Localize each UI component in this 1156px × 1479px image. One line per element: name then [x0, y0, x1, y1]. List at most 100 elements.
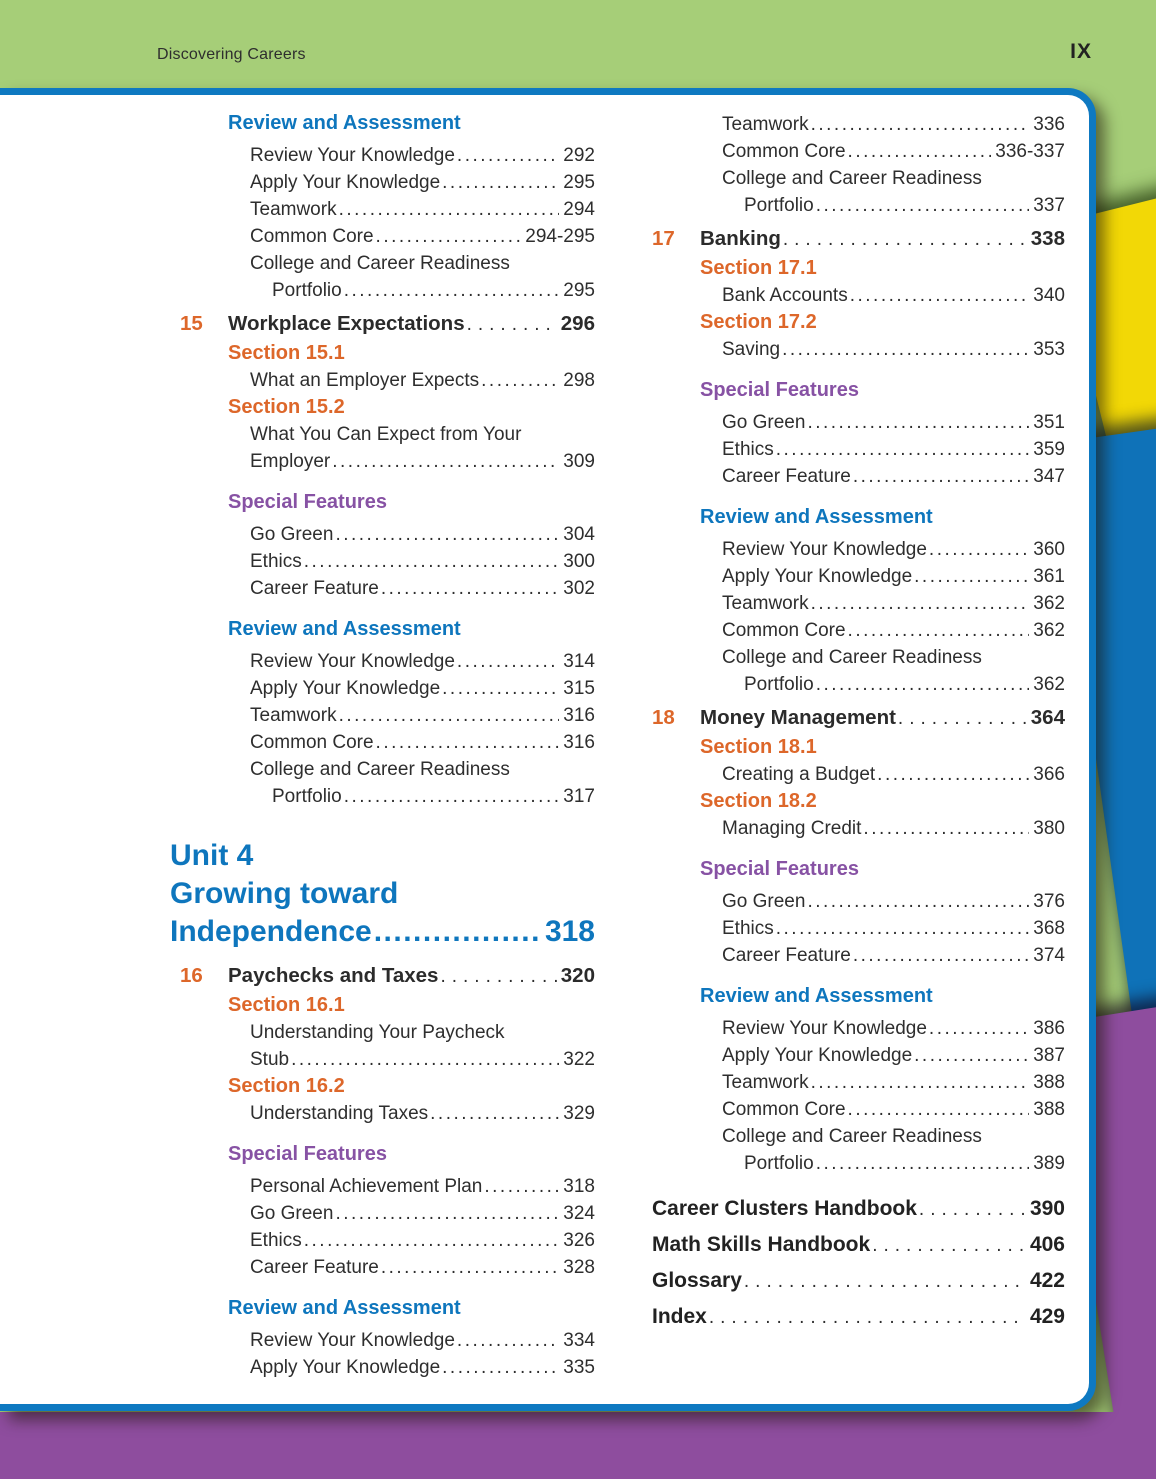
dot-leader: [848, 617, 1030, 644]
chapter-line: 15 Workplace Expectations 296: [180, 309, 595, 340]
entry-page-number: 304: [563, 524, 595, 545]
dot-leader: [853, 942, 1029, 969]
dot-leader: [335, 521, 559, 548]
entry-line2: Portfolio 337: [722, 192, 1065, 219]
toc-entry: What You Can Expect from Your Employer 309: [180, 421, 595, 475]
backmatter-title: Index: [652, 1305, 707, 1328]
color-band-bottom-purple: [0, 1412, 1156, 1479]
chapter-title: Paychecks and Taxes: [228, 964, 439, 987]
section-heading: Section 16.1: [228, 994, 345, 1016]
entry-label: Go Green: [722, 891, 806, 912]
toc-entry: Teamwork 336: [652, 111, 1065, 138]
entry-label: Portfolio: [272, 280, 342, 301]
toc-entry: Ethics 368: [652, 915, 1065, 942]
toc-entry: Review Your Knowledge 386: [652, 1015, 1065, 1042]
entry-label: Review Your Knowledge: [250, 651, 455, 672]
entry-label: Go Green: [722, 412, 806, 433]
entry-page-number: 361: [1033, 566, 1065, 587]
entry-page-number: 362: [1033, 620, 1065, 641]
entry-line2: Portfolio 295: [250, 277, 595, 304]
backmatter-page-number: 429: [1029, 1305, 1065, 1328]
dot-leader: [914, 1042, 1029, 1069]
chapter-page-number: 364: [1030, 706, 1065, 729]
entry-label: Review Your Knowledge: [722, 539, 927, 560]
toc-entry: Understanding Taxes 329: [180, 1100, 595, 1127]
entry-label: Saving: [722, 339, 781, 360]
toc-entry: Managing Credit 380: [652, 815, 1065, 842]
toc-entry: Career Feature 374: [652, 942, 1065, 969]
entry-line2: Portfolio 389: [722, 1150, 1065, 1177]
entry-page-number: 322: [563, 1049, 595, 1070]
entry-label: Teamwork: [722, 114, 809, 135]
dot-leader: [484, 1173, 559, 1200]
toc-entry: Ethics 300: [180, 548, 595, 575]
toc-entry: Go Green 304: [180, 521, 595, 548]
toc-entry: Apply Your Knowledge 315: [180, 675, 595, 702]
entry-page-number: 340: [1033, 285, 1065, 306]
chapter-title: Money Management: [700, 706, 896, 729]
entry-label: Portfolio: [744, 1153, 814, 1174]
special-features-heading: Special Features: [228, 1143, 387, 1165]
toc-entry: Review Your Knowledge 292: [180, 142, 595, 169]
toc-entry: Career Feature 347: [652, 463, 1065, 490]
entry-page-number: 324: [563, 1203, 595, 1224]
dot-leader: [381, 575, 559, 602]
entry-label: Ethics: [722, 918, 774, 939]
chapter-page-number: 338: [1030, 227, 1065, 250]
toc-entry: Common Core 388: [652, 1096, 1065, 1123]
dot-leader: [442, 675, 559, 702]
toc-entry: College and Career Readiness Portfolio 389: [652, 1123, 1065, 1177]
dot-leader: [898, 704, 1027, 734]
entry-label: Career Feature: [250, 578, 379, 599]
entry-label: Career Feature: [722, 466, 851, 487]
chapter-page-number: 320: [560, 964, 595, 987]
dot-leader: [816, 1150, 1030, 1177]
entry-page-number: 380: [1033, 818, 1065, 839]
backmatter-title: Math Skills Handbook: [652, 1233, 871, 1256]
entry-page-number: 294: [563, 199, 595, 220]
entry-label: Understanding Taxes: [250, 1103, 429, 1124]
dot-leader: [376, 729, 560, 756]
toc-columns: Review and Assessment Review Your Knowled…: [0, 95, 1089, 1381]
dot-leader: [481, 367, 559, 394]
entry-page-number: 389: [1033, 1153, 1065, 1174]
toc-entry: Teamwork 388: [652, 1069, 1065, 1096]
entry-label: Apply Your Knowledge: [722, 1045, 913, 1066]
dot-leader: [339, 702, 560, 729]
chapter-page-number: 296: [560, 312, 595, 335]
entry-page-number: 314: [563, 651, 595, 672]
toc-entry: Apply Your Knowledge 387: [652, 1042, 1065, 1069]
entry-label: Review Your Knowledge: [250, 1330, 455, 1351]
entry-page-number: 387: [1033, 1045, 1065, 1066]
chapter-number: 18: [652, 706, 675, 729]
toc-entry: College and Career Readiness Portfolio 362: [652, 644, 1065, 698]
special-features-heading: Special Features: [700, 858, 859, 880]
entry-page-number: 302: [563, 578, 595, 599]
special-features-heading: Special Features: [700, 379, 859, 401]
entry-label: Portfolio: [272, 786, 342, 807]
entry-label: Common Core: [250, 226, 374, 247]
backmatter-page-number: 422: [1029, 1269, 1065, 1292]
entry-page-number: 328: [563, 1257, 595, 1278]
dot-leader: [442, 169, 559, 196]
entry-label: Career Feature: [250, 1257, 379, 1278]
entry-label: What an Employer Expects: [250, 370, 480, 391]
unit-heading-line: Unit 4: [170, 839, 254, 872]
dot-leader: [811, 111, 1030, 138]
entry-label: Common Core: [722, 141, 846, 162]
dot-leader: [807, 888, 1029, 915]
toc-entry: College and Career Readiness Portfolio 317: [180, 756, 595, 810]
dot-leader: [783, 225, 1027, 255]
backmatter-line: Math Skills Handbook 406: [652, 1231, 1065, 1259]
entry-line2: Portfolio 362: [722, 671, 1065, 698]
entry-page-number: 334: [563, 1330, 595, 1351]
dot-leader: [811, 590, 1030, 617]
backmatter-page-number: 406: [1029, 1233, 1065, 1256]
entry-page-number: 329: [563, 1103, 595, 1124]
entry-label: Bank Accounts: [722, 285, 848, 306]
section-heading: Section 16.2: [228, 1075, 345, 1097]
section-heading: Section 17.1: [700, 257, 817, 279]
entry-label: Teamwork: [722, 1072, 809, 1093]
toc-entry: Apply Your Knowledge 335: [180, 1354, 595, 1381]
entry-page-number: 294-295: [525, 226, 595, 247]
